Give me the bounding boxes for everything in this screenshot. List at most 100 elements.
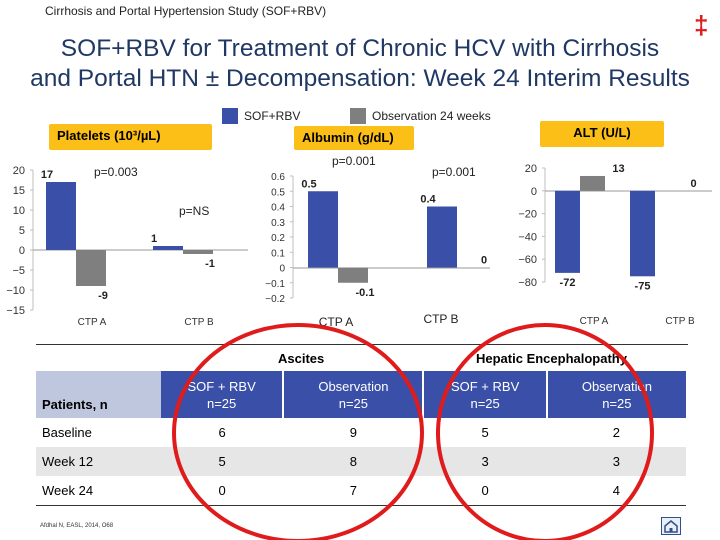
y-tick-label: −10: [6, 285, 25, 297]
platelets-chart: 20 15 10 5 0 −5 −10 −15 17 -9 1 -1 p=0.003 p=NS CT…: [6, 165, 248, 328]
cell-baseline-ascites-sof: 6: [218, 425, 226, 440]
cell-week12-he-observation: 3: [612, 454, 620, 469]
col-header-he-sof: SOF + RBV n=25: [423, 371, 548, 418]
cell-week24-ascites-sof: 0: [218, 483, 226, 498]
bar-ctp-b-sof: [153, 246, 183, 250]
cell-baseline-he-observation: 2: [612, 425, 620, 440]
y-tick-label: −20: [518, 209, 537, 221]
data-label: 0.5: [301, 178, 316, 190]
table-top-rule: [36, 344, 688, 345]
col-header-ascites-observation: Observation n=25: [283, 371, 425, 418]
table-row: Baseline 6 9 5 2: [36, 418, 686, 447]
table-row: Week 24 0 7 0 4: [36, 476, 686, 506]
bar-ctp-a-sof: [46, 182, 76, 250]
col-header-he-observation: Observation n=25: [546, 371, 686, 418]
group-header-ascites: Ascites: [278, 351, 325, 366]
y-tick-label: −80: [518, 277, 537, 289]
albumin-chart-title: Albumin (g/dL): [294, 126, 414, 150]
bar-ctp-a-sof: [308, 191, 338, 268]
bar-ctp-b-sof: [427, 206, 457, 268]
platelets-pvalue-ctp-a: p=0.003: [94, 165, 138, 179]
table-header-row: Patients, n SOF + RBV n=25 Observation n…: [36, 371, 686, 418]
albumin-pvalue-ctp-b: p=0.001: [432, 165, 476, 179]
home-icon[interactable]: [661, 517, 681, 535]
y-tick-label: 0.3: [271, 218, 285, 229]
bar-ctp-a-sof: [555, 190, 580, 273]
alt-category-ctp-a: CTP A: [580, 316, 609, 327]
y-tick-label: −0.2: [265, 294, 285, 305]
y-tick-label: 0.6: [271, 172, 285, 183]
alt-category-ctp-b: CTP B: [665, 316, 695, 327]
legend-swatch-observation: [350, 108, 366, 124]
bar-ctp-b-sof: [630, 190, 655, 277]
cell-week12-ascites-observation: 8: [349, 454, 357, 469]
legend-swatch-sof: [222, 108, 238, 124]
row-label-baseline: Baseline: [42, 425, 92, 440]
cell-week24-he-observation: 4: [612, 483, 620, 498]
albumin-category-ctp-a: CTP A: [319, 315, 353, 329]
row-label-week24: Week 24: [42, 483, 94, 498]
data-label: 13: [612, 163, 624, 175]
y-tick-label: 15: [13, 185, 25, 197]
cell-week12-he-sof: 3: [481, 454, 489, 469]
data-label: 1: [151, 233, 157, 245]
row-label-week12: Week 12: [42, 454, 94, 469]
y-tick-label: 10: [13, 205, 25, 217]
platelets-category-ctp-b: CTP B: [184, 317, 214, 328]
dagger-symbol: ‡: [694, 10, 709, 40]
legend-label-sof: SOF+RBV: [244, 109, 301, 123]
data-label: -72: [560, 277, 576, 289]
y-tick-label: 5: [19, 225, 25, 237]
platelets-pvalue-ctp-b: p=NS: [179, 204, 209, 218]
cell-week24-he-sof: 0: [481, 483, 489, 498]
bar-ctp-b-observation: [183, 250, 213, 254]
y-tick-label: −15: [6, 305, 25, 317]
y-tick-label: 0.5: [271, 187, 285, 198]
slide-title-line1: SOF+RBV for Treatment of Chronic HCV wit…: [60, 35, 660, 62]
y-tick-label: 0: [279, 264, 285, 275]
slide-title-line2: and Portal HTN ± Decompensation: Week 24…: [30, 65, 690, 92]
y-tick-label: 20: [13, 165, 25, 177]
slide-title: SOF+RBV for Treatment of Chronic HCV wit…: [0, 34, 720, 94]
alt-chart: 20 0 −20 −40 −60 −80 -72 13 -75 0 CTP A CTP B: [518, 163, 712, 327]
data-label: -0.1: [356, 287, 375, 299]
data-label: -75: [635, 280, 651, 292]
y-tick-label: 0.2: [271, 233, 285, 244]
albumin-pvalue-ctp-a: p=0.001: [332, 154, 376, 168]
data-label: 0: [481, 255, 487, 267]
y-tick-label: −5: [12, 265, 25, 277]
cell-baseline-he-sof: 5: [481, 425, 489, 440]
y-tick-label: 0: [531, 186, 537, 198]
y-tick-label: −0.1: [265, 279, 285, 290]
data-label: -1: [205, 258, 215, 270]
data-label: 0: [690, 178, 696, 190]
group-header-hepatic-encephalopathy: Hepatic Encephalopathy: [476, 351, 627, 366]
bar-ctp-a-observation: [76, 250, 106, 286]
y-tick-label: −40: [518, 231, 537, 243]
bar-ctp-a-observation: [338, 267, 368, 283]
citation: Afdhal N, EASL, 2014, O68: [40, 523, 114, 529]
table-row: Week 12 5 8 3 3: [36, 447, 686, 476]
patients-n-header: Patients, n: [36, 371, 161, 418]
albumin-category-ctp-b: CTP B: [423, 312, 458, 326]
outcomes-table: Patients, n SOF + RBV n=25 Observation n…: [36, 371, 686, 506]
home-icon-glyph: [664, 520, 678, 533]
cell-week12-ascites-sof: 5: [218, 454, 226, 469]
data-label: 0.4: [420, 194, 436, 206]
alt-chart-title: ALT (U/L): [540, 121, 664, 147]
platelets-chart-title: Platelets (10³/µL): [49, 124, 212, 150]
y-tick-label: 0: [19, 245, 25, 257]
y-tick-label: 0.4: [271, 203, 285, 214]
col-header-ascites-sof: SOF + RBV n=25: [161, 371, 285, 418]
data-label: -9: [98, 290, 108, 302]
legend-item-sof: SOF+RBV: [222, 108, 300, 124]
platelets-category-ctp-a: CTP A: [78, 317, 107, 328]
cell-baseline-ascites-observation: 9: [349, 425, 357, 440]
y-tick-label: 0.1: [271, 248, 285, 259]
study-header: Cirrhosis and Portal Hypertension Study …: [45, 4, 327, 18]
cell-week24-ascites-observation: 7: [349, 483, 357, 498]
y-tick-label: 20: [525, 163, 537, 175]
legend-item-observation: Observation 24 weeks: [350, 108, 491, 124]
y-tick-label: −60: [518, 254, 537, 266]
